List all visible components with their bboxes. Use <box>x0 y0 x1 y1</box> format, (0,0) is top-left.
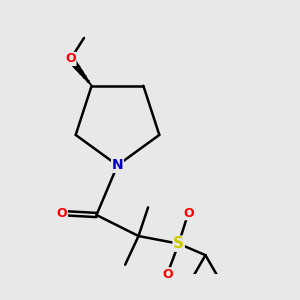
Text: O: O <box>57 207 68 220</box>
Text: O: O <box>183 207 194 220</box>
Text: S: S <box>173 236 184 251</box>
Text: O: O <box>65 52 76 65</box>
Text: O: O <box>162 268 172 281</box>
Text: N: N <box>112 158 123 172</box>
Polygon shape <box>68 57 92 86</box>
